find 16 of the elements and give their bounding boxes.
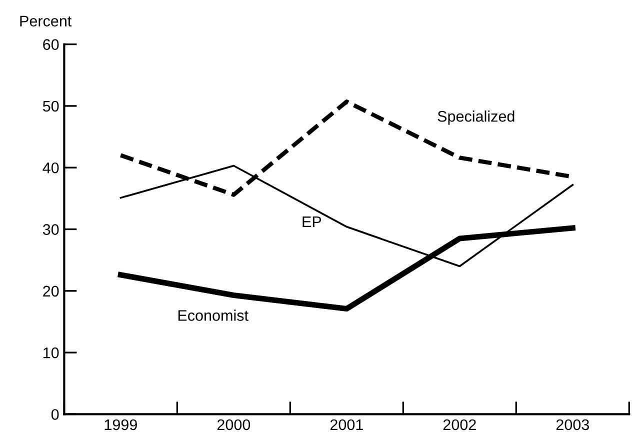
y-tick-label: 20 — [43, 286, 59, 297]
y-tick-label: 40 — [42, 162, 59, 174]
x-tick-label: 2003 — [556, 419, 589, 430]
x-tick-label: 2002 — [443, 419, 476, 430]
series-label: Specialized — [438, 110, 514, 125]
x-tick-label: 2001 — [330, 419, 363, 430]
y-axis-title: Percent — [20, 16, 72, 26]
x-tick-label: 2000 — [217, 419, 250, 430]
y-tick-label: 30 — [42, 224, 59, 235]
series-label: Economist — [178, 310, 248, 321]
y-tick-label: 10 — [44, 347, 59, 358]
series-label: EP — [302, 216, 322, 228]
y-tick-label: 60 — [43, 39, 59, 50]
y-tick-label: 0 — [51, 409, 59, 420]
x-tick-label: 1999 — [104, 419, 137, 430]
y-tick-label: 50 — [42, 100, 59, 112]
